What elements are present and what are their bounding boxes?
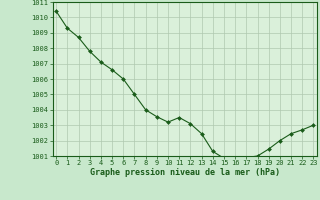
X-axis label: Graphe pression niveau de la mer (hPa): Graphe pression niveau de la mer (hPa) <box>90 168 280 177</box>
